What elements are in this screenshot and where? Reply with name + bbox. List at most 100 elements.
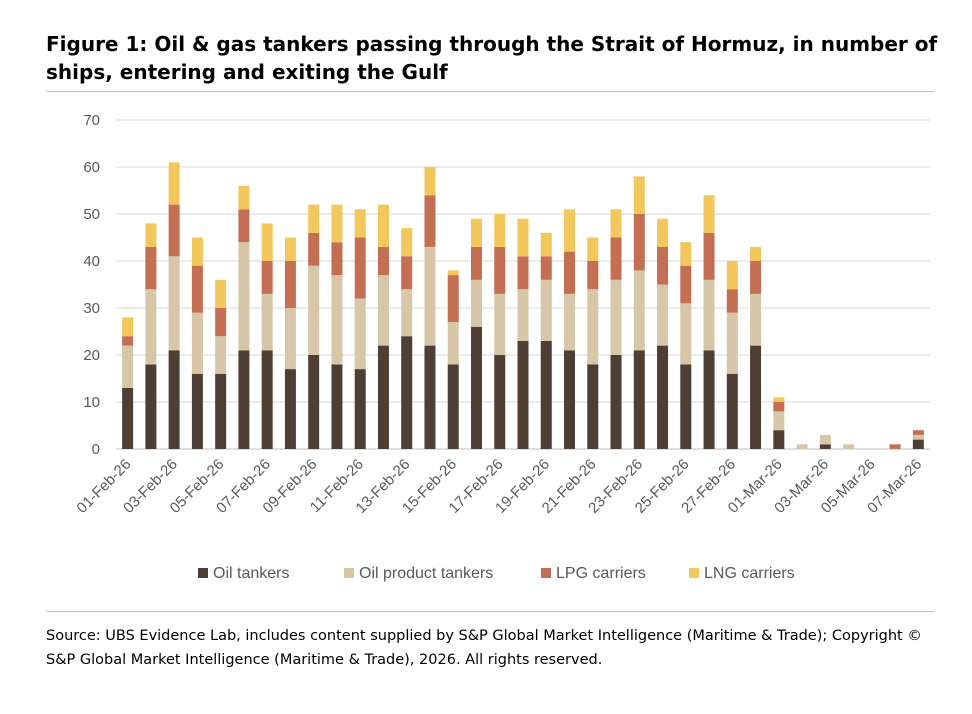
bar-segment-lng-carriers bbox=[610, 209, 622, 238]
bar-segment-lpg-carriers bbox=[238, 209, 250, 243]
bar-segment-oil-product-tankers bbox=[168, 256, 180, 351]
bar-segment-oil-product-tankers bbox=[703, 279, 715, 351]
bar-segment-lng-carriers bbox=[587, 237, 599, 261]
legend-label: Oil tankers bbox=[213, 565, 289, 582]
bar-segment-lng-carriers bbox=[308, 204, 320, 233]
bar-segment-oil-product-tankers bbox=[377, 275, 389, 346]
bar-segment-lng-carriers bbox=[261, 223, 273, 261]
y-tick-label: 10 bbox=[83, 394, 100, 411]
bar-segment-oil-tankers bbox=[354, 369, 366, 449]
legend-swatch-oil-tankers bbox=[198, 568, 208, 578]
figure-title: Figure 1: Oil & gas tankers passing thro… bbox=[46, 32, 938, 84]
bar-segment-oil-tankers bbox=[773, 430, 785, 449]
bar-segment-lpg-carriers bbox=[564, 251, 576, 294]
bar-segment-oil-tankers bbox=[308, 355, 320, 449]
bar-segment-oil-tankers bbox=[703, 350, 715, 449]
bar-segment-oil-tankers bbox=[215, 373, 227, 449]
bar-segment-lpg-carriers bbox=[773, 402, 785, 412]
y-tick-label: 50 bbox=[83, 206, 100, 223]
stacked-bar-chart: 0 10 20 30 40 50 60 70 01-Feb-2603-Feb-2605-Feb… bbox=[73, 112, 930, 582]
bar-segment-oil-product-tankers bbox=[819, 434, 831, 445]
bar-segment-oil-tankers bbox=[377, 345, 389, 449]
bar-segment-oil-tankers bbox=[284, 369, 296, 449]
bar-segment-oil-tankers bbox=[470, 326, 482, 449]
bar-segment-lpg-carriers bbox=[377, 246, 389, 276]
bar-segment-oil-product-tankers bbox=[261, 293, 273, 351]
bar-segment-lng-carriers bbox=[354, 209, 366, 238]
bar-segment-oil-tankers bbox=[261, 350, 273, 449]
bar-segment-lpg-carriers bbox=[122, 336, 134, 346]
bar-segment-lng-carriers bbox=[191, 237, 203, 266]
bar-segment-oil-product-tankers bbox=[540, 279, 552, 341]
bar-segment-oil-tankers bbox=[633, 350, 645, 449]
bar-segment-oil-tankers bbox=[819, 444, 831, 449]
bar-segment-oil-product-tankers bbox=[191, 312, 203, 374]
bar-segment-oil-product-tankers bbox=[633, 270, 645, 351]
bar-segment-lng-carriers bbox=[238, 185, 250, 210]
bar-segment-lpg-carriers bbox=[401, 256, 413, 290]
legend-label: LPG carriers bbox=[556, 565, 646, 582]
bar-segment-lng-carriers bbox=[517, 218, 529, 257]
bar-segment-oil-tankers bbox=[168, 350, 180, 449]
bar-segment-oil-product-tankers bbox=[657, 284, 669, 346]
bar-segment-oil-product-tankers bbox=[726, 312, 738, 374]
bar-segment-oil-tankers bbox=[540, 340, 552, 449]
bar-segment-oil-product-tankers bbox=[680, 303, 692, 365]
bar-segment-oil-product-tankers bbox=[843, 444, 855, 449]
bar-segment-oil-tankers bbox=[447, 364, 459, 449]
bar-segment-oil-tankers bbox=[494, 355, 506, 449]
bar-segment-lng-carriers bbox=[470, 218, 482, 247]
bar-segment-lpg-carriers bbox=[191, 265, 203, 313]
bar-segment-oil-product-tankers bbox=[517, 289, 529, 341]
bar-segment-lng-carriers bbox=[726, 261, 738, 290]
bar-segment-lpg-carriers bbox=[494, 246, 506, 294]
legend: Oil tankers Oil product tankers LPG carrie… bbox=[198, 565, 795, 582]
bar-segment-lpg-carriers bbox=[680, 265, 692, 304]
bar-segment-oil-product-tankers bbox=[238, 242, 250, 351]
legend-swatch-oil-product-tankers bbox=[344, 568, 354, 578]
bar-segment-oil-product-tankers bbox=[470, 279, 482, 327]
title-divider bbox=[46, 91, 934, 92]
source-divider bbox=[46, 611, 934, 612]
bar-segment-oil-product-tankers bbox=[308, 265, 320, 355]
bar-segment-oil-product-tankers bbox=[494, 293, 506, 355]
legend-swatch-lpg-carriers bbox=[541, 568, 551, 578]
bar-segment-lpg-carriers bbox=[912, 430, 924, 435]
bar-segment-oil-tankers bbox=[680, 364, 692, 449]
bar-segment-oil-product-tankers bbox=[424, 246, 436, 346]
bar-segment-oil-tankers bbox=[657, 345, 669, 449]
bar-segment-lpg-carriers bbox=[168, 204, 180, 257]
bar-segment-lpg-carriers bbox=[284, 261, 296, 308]
bar-segment-lng-carriers bbox=[331, 204, 343, 243]
bar-segment-lpg-carriers bbox=[261, 261, 273, 294]
y-tick-label: 20 bbox=[83, 347, 100, 364]
bar-segment-oil-tankers bbox=[564, 350, 576, 449]
bar-segment-lpg-carriers bbox=[424, 195, 436, 247]
bar-segment-lpg-carriers bbox=[633, 214, 645, 271]
bar-segment-oil-tankers bbox=[726, 373, 738, 449]
bar-segment-oil-product-tankers bbox=[401, 289, 413, 337]
bar-segment-oil-product-tankers bbox=[912, 434, 924, 440]
bar-segment-oil-tankers bbox=[191, 373, 203, 449]
bar-segment-oil-product-tankers bbox=[145, 289, 157, 365]
legend-label: Oil product tankers bbox=[359, 565, 493, 582]
bar-segment-lpg-carriers bbox=[354, 237, 366, 299]
bar-segment-lng-carriers bbox=[168, 162, 180, 205]
bar-segment-oil-product-tankers bbox=[750, 293, 762, 346]
bar-segment-oil-product-tankers bbox=[610, 279, 622, 355]
bar-segment-lpg-carriers bbox=[726, 289, 738, 313]
bar-segment-lpg-carriers bbox=[517, 256, 529, 290]
bar-segment-lpg-carriers bbox=[215, 308, 227, 337]
bar-segment-oil-tankers bbox=[424, 345, 436, 449]
bar-segment-lng-carriers bbox=[145, 223, 157, 247]
bar-segment-oil-tankers bbox=[912, 439, 924, 449]
bar-segment-lng-carriers bbox=[750, 246, 762, 261]
bar-segment-lng-carriers bbox=[680, 242, 692, 266]
bar-segment-oil-product-tankers bbox=[796, 444, 808, 449]
bar-segment-lng-carriers bbox=[377, 204, 389, 247]
bar-segment-lpg-carriers bbox=[331, 242, 343, 276]
bar-segment-oil-product-tankers bbox=[331, 275, 343, 365]
bar-segment-oil-product-tankers bbox=[122, 345, 134, 388]
source-note: Source: UBS Evidence Lab, includes conte… bbox=[46, 628, 922, 668]
bar-segment-lng-carriers bbox=[424, 167, 436, 196]
